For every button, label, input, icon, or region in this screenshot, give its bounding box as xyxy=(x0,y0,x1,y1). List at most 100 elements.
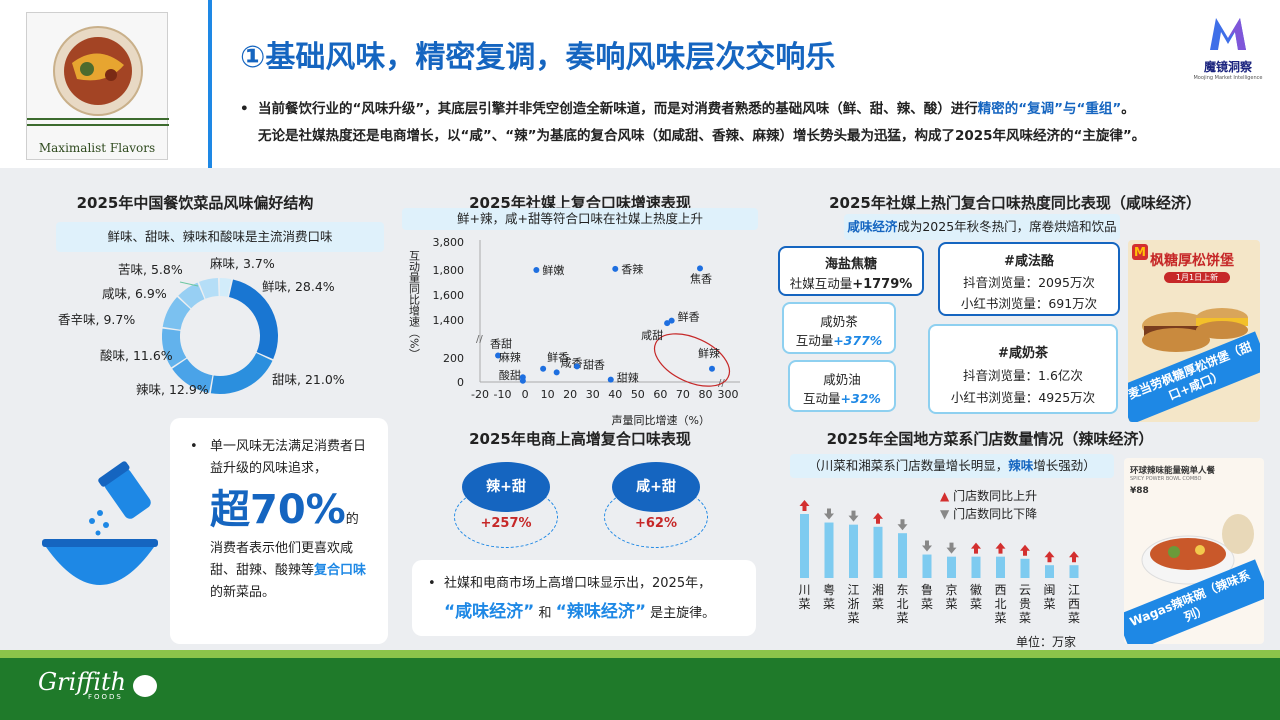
store-category: 菜 xyxy=(994,611,1006,625)
hot-title: 2025年社媒上热门复合口味热度同比表现（咸味经济） xyxy=(829,194,1201,212)
scatter-label: 麻辣 xyxy=(499,350,521,364)
ecommerce-item-0: 辣+甜 +257% xyxy=(454,452,558,552)
ecommerce-label: 辣+甜 xyxy=(462,462,550,512)
brand-logo: 魔镜洞察 Moojing Market Intelligence xyxy=(1188,14,1268,81)
scatter-point xyxy=(495,352,502,359)
intro-line-2: 无论是社媒热度还是电商增长，以“咸”、“辣”为基底的复合风味（如咸甜、香辣、麻辣… xyxy=(258,128,1146,144)
scatter-title: 2025年社媒上复合口味增速表现 xyxy=(469,194,691,212)
leader-line xyxy=(179,281,199,287)
trend-up-icon xyxy=(1044,551,1055,563)
donut-label-2: 辣味, 12.9% xyxy=(136,382,209,397)
footer-bar xyxy=(0,650,1280,720)
stores-note: （川菜和湘菜系门店数量增长明显，辣味增长强劲） xyxy=(790,454,1114,478)
store-bar xyxy=(922,554,932,578)
scatter-label: 鲜香 xyxy=(547,350,569,364)
card-salty-milk-tea: 咸奶茶 互动量+377% xyxy=(782,302,896,354)
arrow-up-icon: ▲ xyxy=(940,489,950,503)
store-category: 鲁 xyxy=(921,583,933,597)
scatter-label: 香甜 xyxy=(490,337,512,350)
scatter-label: 甜香 xyxy=(583,358,605,371)
ecommerce-note: • 社媒和电商市场上高增口味显示出，2025年， “咸味经济” 和 “辣味经济”… xyxy=(412,560,756,636)
axis-break: // xyxy=(476,334,483,345)
store-category: 菜 xyxy=(1019,611,1031,625)
x-tick: 60 xyxy=(653,388,667,401)
donut-label-6: 苦味, 5.8% xyxy=(118,262,183,277)
trend-down-icon xyxy=(897,519,908,531)
trend-down-icon xyxy=(824,508,834,520)
trend-up-icon xyxy=(873,512,883,524)
store-category: 浙 xyxy=(847,597,859,611)
donut-slice-2 xyxy=(172,358,213,393)
store-bar xyxy=(1045,565,1054,578)
donut-slice-5 xyxy=(178,282,205,309)
logo-caption: Maximalist Flavors xyxy=(38,141,156,155)
hot-note: 咸味经济成为2025年秋冬热门，席卷烘焙和饮品行业 xyxy=(844,214,1120,260)
stores-unit: 单位：万家 xyxy=(1016,635,1077,649)
card-sea-salt-caramel: 海盐焦糖 社媒互动量+1779% xyxy=(778,246,924,296)
y-tick: 3,800 xyxy=(433,236,465,249)
scatter-point xyxy=(664,320,671,327)
store-bar xyxy=(1069,565,1079,578)
store-category: 京 xyxy=(945,583,957,597)
stat-text-1: • 单一风味无法满足消费者日益升级的风味追求， xyxy=(190,439,367,476)
trend-up-icon xyxy=(1069,551,1079,563)
x-tick: -10 xyxy=(494,388,512,401)
store-category: 菜 xyxy=(823,597,835,611)
store-bar xyxy=(996,556,1005,578)
store-category: 北 xyxy=(994,597,1006,611)
store-bar xyxy=(824,522,834,578)
scatter-point xyxy=(697,265,703,272)
y-tick: 200 xyxy=(443,352,464,365)
arrow-down-icon: ▼ xyxy=(940,507,950,521)
wagas-top-en: SPICY POWER BOWL COMBO xyxy=(1130,476,1202,482)
wagas-promo: 环球辣味能量碗单人餐 SPICY POWER BOWL COMBO ¥88 Wa… xyxy=(1124,458,1264,644)
legend-up: ▲ 门店数同比上升 xyxy=(940,489,1038,503)
store-category: 西 xyxy=(994,583,1006,597)
page-title: ①基础风味，精密复调，奏响风味层次交响乐 xyxy=(240,40,836,75)
legend-down: ▼ 门店数同比下降 xyxy=(940,507,1038,521)
spicy-bowl-icon xyxy=(1141,514,1254,585)
scatter-label: 鲜香 xyxy=(678,310,700,324)
scatter-chart: -20 -10 0 10 20 30 40 50 60 70 80 300 0 200 1,400 1,600… xyxy=(408,236,740,427)
store-category: 川 xyxy=(798,583,810,597)
stat-box: • 单一风味无法满足消费者日益升级的风味追求， 超70%的 消费者表示他们更喜欢咸… xyxy=(170,418,388,644)
scatter-point xyxy=(553,369,560,376)
donut-slice-0 xyxy=(228,279,278,360)
bullet-dot: • xyxy=(240,101,259,117)
brand-m-icon xyxy=(1210,18,1246,50)
ecommerce-title: 2025年电商上高增复合口味表现 xyxy=(469,430,691,448)
scatter-label: 鲜辣 xyxy=(698,346,720,360)
ecommerce-label: 咸+甜 xyxy=(612,462,700,512)
donut-slice-3 xyxy=(162,328,187,368)
store-category: 徽 xyxy=(970,582,982,597)
donut-slice-7 xyxy=(219,278,232,297)
donut-label-1: 甜味, 21.0% xyxy=(272,372,345,387)
header-area xyxy=(0,0,1280,168)
store-category: 菜 xyxy=(1068,611,1080,625)
x-axis-label: 声量同比增速（%） xyxy=(612,413,710,427)
x-tick: 10 xyxy=(541,388,555,401)
store-bar xyxy=(1020,558,1030,578)
store-category: 云 xyxy=(1019,583,1031,597)
food-bowl-icon xyxy=(27,26,169,126)
ecommerce-item-1: 咸+甜 +62% xyxy=(604,452,708,552)
donut-label-3: 酸味, 11.6% xyxy=(100,348,173,363)
x-tick: -20 xyxy=(471,388,489,401)
wagas-price: ¥88 xyxy=(1130,486,1149,496)
scatter-note: 鲜+辣，咸+甜等符合口味在社媒上热度上升 xyxy=(402,208,758,230)
scatter-label: 甜辣 xyxy=(617,371,639,385)
store-category: 闽 xyxy=(1043,583,1055,597)
x-tick: 70 xyxy=(676,388,690,401)
salt-bowl-icon xyxy=(36,455,166,609)
ecommerce-value: +62% xyxy=(634,516,677,531)
scatter-label: 鲜嫩 xyxy=(542,263,564,277)
store-bar xyxy=(873,526,883,578)
trend-up-icon xyxy=(799,500,810,511)
donut-slice-6 xyxy=(199,278,219,299)
store-category: 菜 xyxy=(847,611,859,625)
store-category: 西 xyxy=(1068,597,1080,611)
promo-badge: 1月1日上新 xyxy=(1164,272,1230,283)
store-category: 菜 xyxy=(1043,597,1055,611)
store-bar xyxy=(971,556,981,578)
